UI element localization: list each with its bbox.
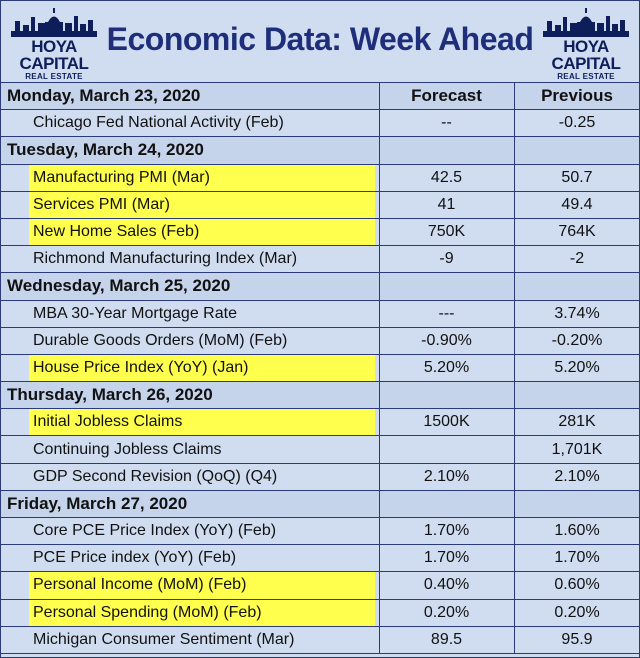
indicator-row: New Home Sales (Feb) 750K 764K [1,218,639,247]
day-label: Thursday, March 26, 2020 [7,385,213,405]
forecast-value: 1.70% [423,549,470,567]
indicator-row: GDP Second Revision (QoQ) (Q4) 2.10% 2.10% [1,463,639,491]
logo-brand: HOYA CAPITAL [551,37,621,73]
indicator-name: PCE Price index (YoY) (Feb) [33,549,237,567]
indicator-row: MBA 30-Year Mortgage Rate --- 3.74% [1,300,639,328]
indicator-name: Richmond Manufacturing Index (Mar) [33,250,298,268]
previous-value: 1.70% [554,549,600,567]
indicator-name: Durable Goods Orders (MoM) (Feb) [33,331,288,349]
forecast-value: 2.10% [423,467,470,485]
indicator-name: Michigan Consumer Sentiment (Mar) [33,630,295,648]
indicator-name: Initial Jobless Claims [29,409,375,436]
indicator-name: GDP Second Revision (QoQ) (Q4) [33,467,278,485]
logo-brand: HOYA CAPITAL [19,37,89,73]
indicator-name: Continuing Jobless Claims [33,440,222,458]
indicator-row: PCE Price index (YoY) (Feb) 1.70% 1.70% [1,545,639,573]
logo-right: HOYA CAPITAL REAL ESTATE [539,7,633,81]
forecast-value: -- [441,114,452,132]
previous-value: 3.74% [554,304,600,322]
indicator-name: New Home Sales (Feb) [29,218,375,246]
day-header-row: Thursday, March 26, 2020 [1,382,639,410]
indicator-row: Continuing Jobless Claims 1,701K [1,436,639,464]
logo-left: HOYA CAPITAL REAL ESTATE [7,7,101,81]
forecast-value: 1.70% [423,522,470,540]
indicator-row: Core PCE Price Index (YoY) (Feb) 1.70% 1.6… [1,518,639,546]
previous-value: 764K [558,223,596,241]
forecast-value: 750K [427,223,466,241]
indicator-name: Personal Spending (MoM) (Feb) [29,599,375,626]
previous-value: -0.25 [558,114,596,132]
header: HOYA CAPITAL REAL ESTATE Economic Data: … [1,1,639,84]
previous-value: 0.60% [554,576,600,594]
forecast-value: 41 [437,195,456,213]
day-header-row: Wednesday, March 25, 2020 [1,273,639,301]
indicator-row: Michigan Consumer Sentiment (Mar) 89.5 95.… [1,626,639,654]
previous-value: 50.7 [561,168,593,186]
forecast-value: --- [438,304,455,322]
previous-value: -0.20% [551,331,603,349]
forecast-value: 89.5 [430,630,463,648]
indicator-name: Core PCE Price Index (YoY) (Feb) [33,522,277,540]
indicator-row: Durable Goods Orders (MoM) (Feb) -0.90% -0… [1,327,639,355]
calendar-table: Monday, March 23, 2020 Forecast Previous Ch… [1,83,639,654]
day-label: Monday, March 23, 2020 [7,86,201,106]
day-label: Tuesday, March 24, 2020 [7,140,204,160]
previous-value: 2.10% [554,467,600,485]
indicator-row: Personal Income (MoM) (Feb) 0.40% 0.60% [1,572,639,600]
indicator-row: House Price Index (YoY) (Jan) 5.20% 5.20% [1,354,639,383]
indicator-name: Manufacturing PMI (Mar) [29,164,375,191]
previous-value: 281K [558,413,596,431]
page-title: Economic Data: Week Ahead [106,21,534,57]
indicator-row: Personal Spending (MoM) (Feb) 0.20% 0.20% [1,599,639,627]
day-label: Friday, March 27, 2020 [7,493,188,513]
forecast-value: 0.20% [423,603,470,621]
previous-column-header: Previous [541,86,613,106]
indicator-name: House Price Index (YoY) (Jan) [29,354,375,382]
previous-value: 5.20% [554,358,600,376]
day-header-row: Monday, March 23, 2020 Forecast Previous [1,83,639,111]
day-header-row: Friday, March 27, 2020 [1,490,639,518]
day-header-row: Tuesday, March 24, 2020 [1,137,639,165]
forecast-value: -9 [439,250,454,268]
indicator-row: Initial Jobless Claims 1500K 281K [1,409,639,437]
forecast-value: 1500K [423,413,470,431]
indicator-name: Personal Income (MoM) (Feb) [29,572,375,599]
logo-subtitle: REAL ESTATE [557,72,615,81]
previous-value: 0.20% [554,603,600,621]
day-label: Wednesday, March 25, 2020 [7,276,231,296]
forecast-value: 42.5 [430,168,463,186]
indicator-name: MBA 30-Year Mortgage Rate [33,304,237,322]
indicator-name: Services PMI (Mar) [29,191,375,218]
indicator-row: Richmond Manufacturing Index (Mar) -9 -2 [1,246,639,274]
indicator-row: Services PMI (Mar) 41 49.4 [1,191,639,219]
capitol-skyline-icon [11,8,97,37]
previous-value: -2 [569,250,585,268]
forecast-column-header: Forecast [411,86,482,106]
logo-subtitle: REAL ESTATE [25,72,83,81]
indicator-row: Chicago Fed National Activity (Feb) -- -0.… [1,110,639,138]
forecast-value: -0.90% [421,331,472,349]
capitol-skyline-icon [543,8,629,37]
previous-value: 49.4 [561,195,593,213]
indicator-name: Chicago Fed National Activity (Feb) [33,114,284,132]
previous-value: 1,701K [551,440,603,458]
previous-value: 1.60% [554,522,600,540]
previous-value: 95.9 [561,630,593,648]
indicator-row: Manufacturing PMI (Mar) 42.5 50.7 [1,164,639,192]
forecast-value: 0.40% [423,576,470,594]
forecast-value: 5.20% [423,358,470,376]
